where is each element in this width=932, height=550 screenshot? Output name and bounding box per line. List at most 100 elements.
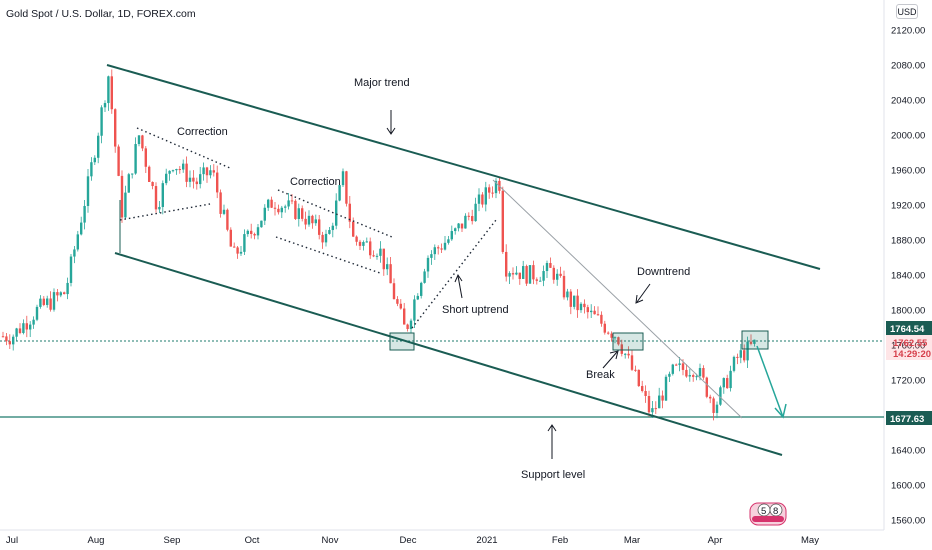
candle-body [637, 369, 640, 387]
candle-body [250, 230, 253, 234]
candle-body [358, 241, 362, 246]
candle-body [542, 271, 545, 281]
candle-body [705, 377, 708, 397]
candle-body [389, 264, 392, 284]
candle-body [651, 408, 654, 413]
y-tick-label: 1640.00 [891, 446, 925, 457]
candle-body [32, 319, 35, 325]
major-trend-label: Major trend [354, 77, 410, 89]
candle-body [739, 350, 742, 358]
candle-body [749, 341, 753, 344]
candle-body [100, 107, 103, 136]
candle-body [613, 337, 617, 339]
candle-body [426, 257, 430, 272]
candle-body [481, 194, 484, 205]
price-label-current: 1762.55 14:29:20 [886, 335, 932, 360]
correction-label-1: Correction [177, 126, 228, 138]
candle-body [437, 247, 440, 249]
major-trend-arrow [386, 110, 396, 135]
candle-body [729, 370, 732, 389]
candle-body [661, 395, 664, 401]
candle-body [688, 375, 691, 377]
correction-label-2: Correction [290, 176, 341, 188]
candle-body [212, 170, 215, 173]
watermark-right: 8 [773, 506, 778, 517]
downtrend-line [492, 179, 743, 419]
price-label-1764: 1764.54 [886, 321, 932, 335]
candle-body [318, 219, 321, 235]
candle-body [392, 283, 396, 300]
candle-body [596, 314, 600, 316]
candle-body [454, 228, 457, 232]
candle-body [375, 255, 379, 257]
candle-body [399, 303, 402, 309]
candle-body [569, 291, 572, 307]
candle-body [386, 264, 389, 270]
candle-body [239, 251, 243, 254]
candle-body [685, 369, 688, 377]
candle-body [413, 299, 416, 321]
candle-body [154, 186, 158, 210]
candle-body [114, 109, 117, 147]
candle-body [56, 292, 59, 296]
candle-body [18, 328, 22, 334]
candle-body [148, 166, 151, 182]
candle-body [103, 103, 107, 108]
candle-body [22, 323, 25, 334]
candle-body [25, 323, 28, 330]
y-tick-label: 2120.00 [891, 26, 925, 37]
candle-body [447, 239, 450, 243]
candle-body [630, 355, 634, 370]
candle-body [545, 263, 549, 272]
candle-body [647, 395, 651, 413]
x-tick-label: Mar [624, 535, 640, 546]
candle-body [307, 215, 311, 225]
candle-body [576, 295, 579, 311]
candle-body [273, 207, 277, 209]
candle-body [15, 328, 18, 337]
candle-body [168, 170, 171, 174]
short-uptrend-line [411, 219, 497, 329]
candle-body [256, 227, 260, 236]
candle-body [712, 398, 715, 413]
y-tick-label: 1840.00 [891, 271, 925, 282]
candle-body [355, 236, 358, 242]
candle-body [562, 275, 566, 298]
candle-body [348, 203, 351, 222]
candle-body [620, 344, 623, 354]
candle-body [188, 177, 192, 182]
candle-body [301, 208, 304, 219]
support-level-label: Support level [521, 469, 585, 481]
candle-body [743, 350, 746, 361]
candle-body [158, 206, 161, 210]
candle-body [664, 376, 668, 401]
candle-body [209, 170, 212, 176]
candle-body [52, 292, 56, 310]
y-tick-label: 1800.00 [891, 306, 925, 317]
candle-body [494, 180, 498, 194]
candle-body [59, 292, 62, 296]
x-tick-label: Apr [708, 535, 723, 546]
candle-body [365, 241, 368, 243]
candle-body [641, 386, 644, 391]
candle-body [137, 135, 141, 145]
candle-body [69, 256, 73, 283]
candle-body [246, 230, 249, 235]
break-label: Break [586, 369, 615, 381]
candle-body [97, 135, 100, 158]
candle-body [484, 187, 487, 205]
candle-body [182, 163, 185, 170]
currency-button[interactable]: USD [896, 4, 918, 19]
candle-body [314, 219, 317, 224]
candle-body [39, 298, 42, 307]
candle-body [345, 171, 348, 204]
candle-body [185, 163, 188, 182]
candle-body [416, 295, 419, 300]
candle-body [477, 194, 481, 204]
candle-body [8, 341, 11, 345]
candle-body [280, 207, 283, 213]
candle-body [654, 408, 657, 410]
candle-body [263, 207, 266, 221]
support-level-arrow [547, 424, 557, 459]
